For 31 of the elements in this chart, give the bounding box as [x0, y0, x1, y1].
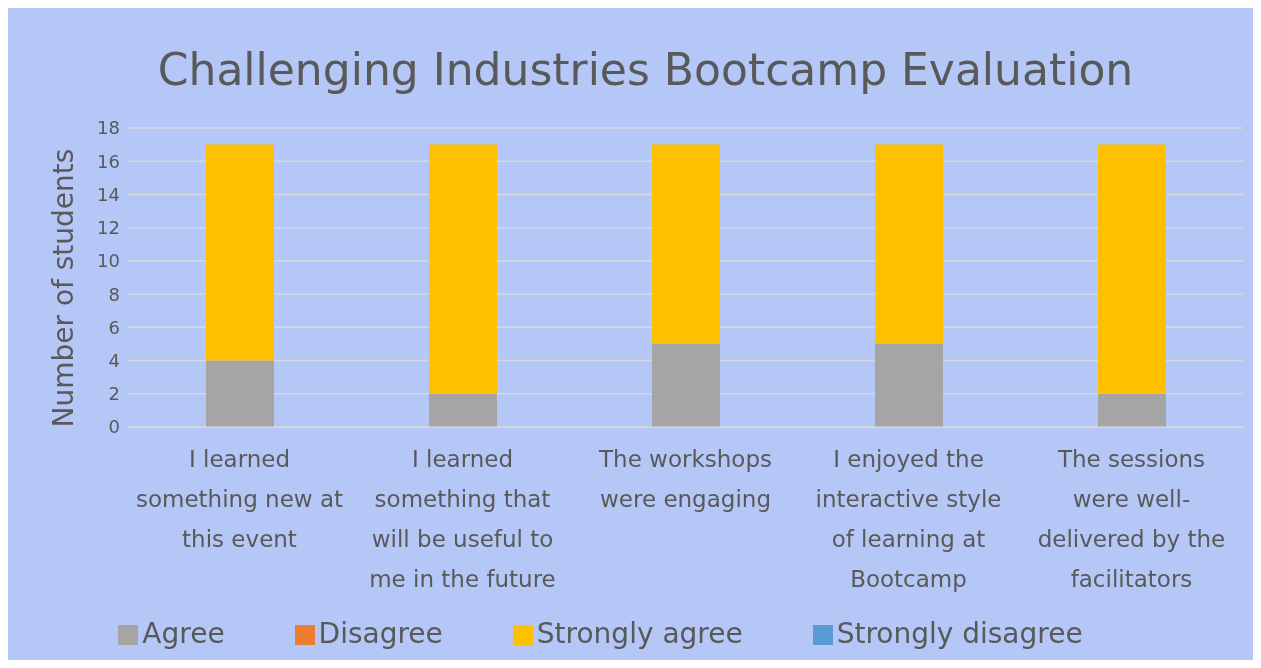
y-axis-title: Number of students: [46, 148, 80, 428]
x-tick-label: The workshops were engaging: [598, 446, 772, 512]
legend-label: Strongly disagree: [836, 617, 1083, 650]
y-tick-label: 16: [97, 150, 120, 172]
bar: [1098, 144, 1166, 394]
bar: [875, 343, 943, 427]
y-tick-label: 8: [108, 283, 120, 305]
bar: [1098, 393, 1166, 427]
chart-title: Challenging Industries Bootcamp Evaluation: [156, 44, 1135, 95]
y-tick-label: 10: [97, 250, 120, 272]
y-tick-label: 6: [108, 316, 120, 338]
bar: [206, 144, 274, 361]
y-tick-label: 4: [108, 349, 120, 371]
legend-label: Agree: [142, 617, 225, 650]
bar: [206, 360, 274, 427]
bar: [429, 144, 497, 394]
y-tick-label: 14: [97, 183, 120, 205]
y-tick-label: 12: [97, 217, 120, 239]
x-tick-label: I enjoyed the interactive style of learning at Bootcamp: [815, 446, 1002, 592]
y-tick-label: 18: [97, 117, 120, 139]
x-tick-label: I learned something new at this event: [135, 446, 344, 552]
bar: [652, 144, 720, 344]
legend-label: Strongly agree: [536, 617, 743, 650]
y-tick-label: 0: [108, 416, 120, 438]
bar: [875, 144, 943, 344]
legend-label: Disagree: [318, 617, 443, 650]
x-tick-label: The sessions were well-delivered by the facilitators: [1037, 446, 1226, 592]
bar: [429, 393, 497, 427]
y-tick-label: 2: [108, 383, 120, 405]
x-tick-label: I learned something that will be useful to me in the future: [369, 446, 556, 592]
bar: [652, 343, 720, 427]
